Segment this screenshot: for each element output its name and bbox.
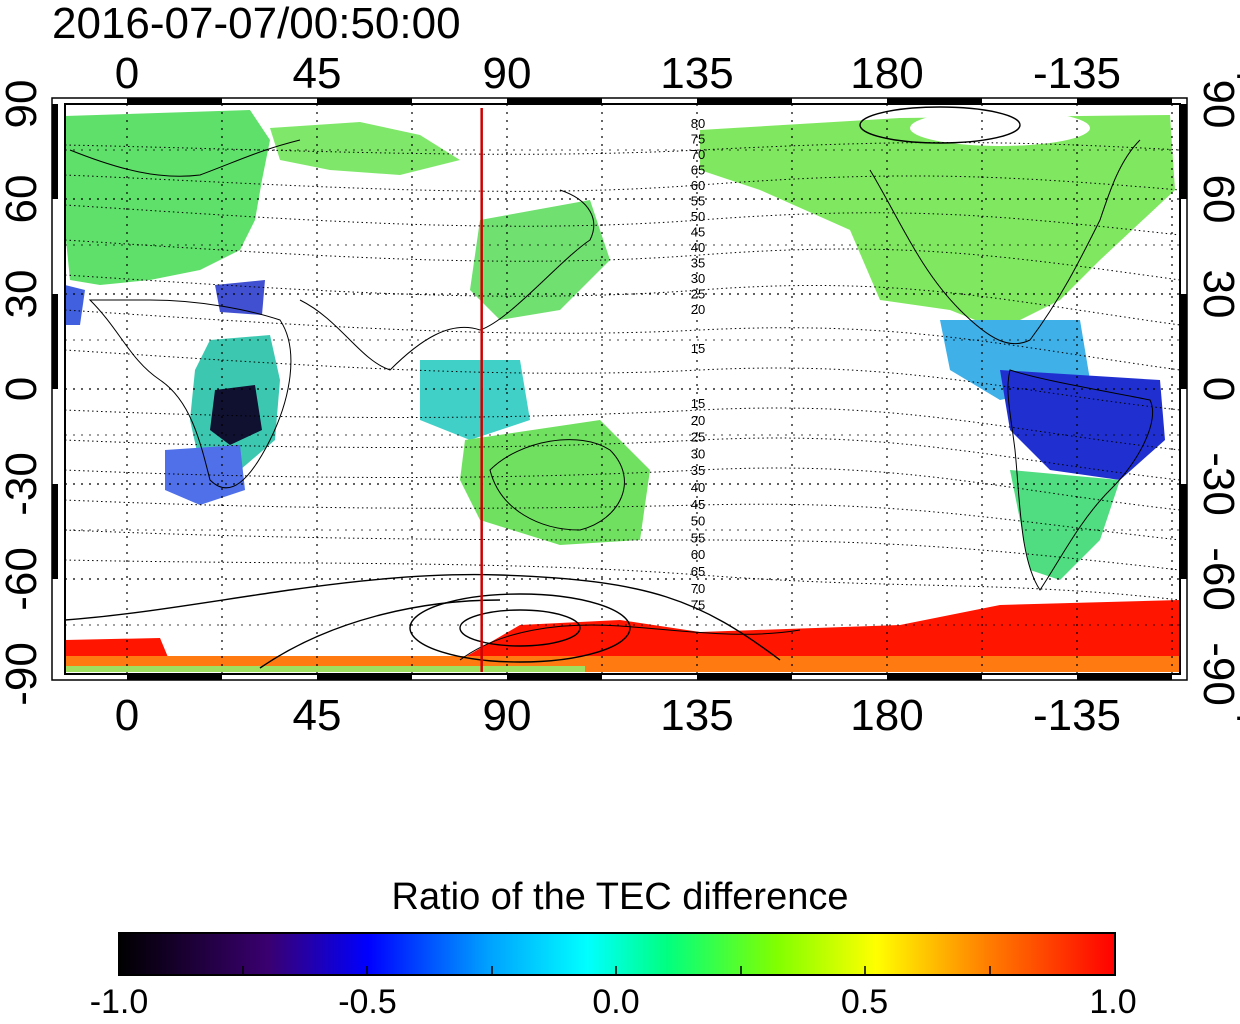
contour-label: 75 — [691, 132, 705, 147]
data-region-se-asia — [420, 360, 530, 440]
map-frame — [64, 103, 1181, 675]
contour-label: 20 — [691, 302, 705, 317]
map-title: 2016-07-07/00:50:00 — [52, 0, 461, 48]
data-region-eurasia-north — [65, 110, 270, 285]
top-lon-label: 90 — [483, 49, 532, 98]
colorbar-title: Ratio of the TEC difference — [391, 876, 849, 918]
contour-label: 70 — [691, 581, 705, 596]
contour-label: 70 — [691, 147, 705, 162]
contour-label: 50 — [691, 514, 705, 529]
data-region-australia — [460, 420, 650, 545]
left-lat-label: 90 — [0, 80, 46, 129]
contour-label: 15 — [691, 396, 705, 411]
right-lat-label: 0 — [1194, 377, 1240, 401]
left-lat-label: 30 — [0, 270, 46, 319]
colorbar-tick-label: 0.0 — [592, 983, 640, 1021]
bottom-lon-label: 0 — [115, 691, 139, 740]
right-lat-label: 30 — [1194, 270, 1240, 319]
data-region-north-america — [700, 115, 1175, 330]
contour-label: 20 — [691, 413, 705, 428]
contour-label: 80 — [691, 116, 705, 131]
contour-label: 40 — [691, 480, 705, 495]
bottom-lon-label: -90 — [1235, 691, 1240, 740]
magnetic-pole-contours — [65, 106, 1021, 669]
left-lat-label: 60 — [0, 175, 46, 224]
contour-label: 45 — [691, 225, 705, 240]
left-lat-label: -60 — [0, 547, 46, 611]
contour-label: 55 — [691, 530, 705, 545]
axis-labels-left: 90 60 30 0 -30 -60 -90 — [0, 80, 46, 706]
contour-label: 30 — [691, 446, 705, 461]
contour-label: 25 — [691, 287, 705, 302]
colorbar-minor-ticks — [242, 966, 991, 975]
top-lon-label: 0 — [115, 49, 139, 98]
data-region-antarctic-red — [460, 600, 1180, 665]
data-region-africa-core — [210, 385, 262, 445]
bottom-lon-label: 45 — [293, 691, 342, 740]
data-region-mideast — [215, 280, 265, 315]
top-lon-label: 45 — [293, 49, 342, 98]
right-lat-label: 90 — [1194, 80, 1240, 129]
data-region-south-america-green — [1010, 470, 1120, 580]
colorbar-tick-label: -1.0 — [89, 983, 149, 1021]
top-lon-label: 180 — [850, 49, 923, 98]
left-lat-label: 0 — [0, 377, 46, 401]
right-lat-label: -30 — [1194, 452, 1240, 516]
coastlines — [69, 139, 1154, 661]
contour-label: 35 — [691, 463, 705, 478]
right-lat-label: -90 — [1194, 642, 1240, 706]
colorbar-tick-label: 0.5 — [840, 983, 889, 1021]
bottom-lon-label: 135 — [660, 691, 733, 740]
contour-label: 65 — [691, 564, 705, 579]
colorbar-tick-label: 1.0 — [1089, 983, 1137, 1021]
contour-label: 60 — [691, 178, 705, 193]
top-lon-label: 135 — [660, 49, 733, 98]
colorbar-gradient — [118, 932, 1116, 976]
left-lat-label: -30 — [0, 452, 46, 516]
contour-label: 15 — [691, 341, 705, 356]
contour-label: 40 — [691, 240, 705, 255]
data-gap-greenland — [910, 110, 1090, 146]
bottom-lon-label: -135 — [1033, 691, 1121, 740]
data-region-iberia — [65, 285, 85, 325]
top-lon-label: -90 — [1235, 49, 1240, 98]
axis-labels-right: 90 60 30 0 -30 -60 -90 — [1194, 80, 1240, 706]
contour-label: 35 — [691, 256, 705, 271]
left-lat-label: -90 — [0, 642, 46, 706]
contour-label: 65 — [691, 163, 705, 178]
contour-label: 30 — [691, 271, 705, 286]
top-lon-label: -135 — [1033, 49, 1121, 98]
contour-label: 75 — [691, 598, 705, 613]
colorbar-tick-label: -0.5 — [338, 983, 397, 1021]
magnetic-contours — [65, 142, 1180, 601]
data-region-siberia — [270, 122, 460, 175]
contour-label: 60 — [691, 547, 705, 562]
colorbar — [118, 932, 1116, 976]
contour-label: 25 — [691, 430, 705, 445]
bottom-lon-label: 180 — [850, 691, 923, 740]
right-lat-label: 60 — [1194, 175, 1240, 224]
data-region-polar-strip-green — [65, 666, 585, 672]
right-lat-label: -60 — [1194, 547, 1240, 611]
tec-data-layer — [65, 110, 1180, 672]
bottom-lon-label: 90 — [483, 691, 532, 740]
contour-label: 45 — [691, 497, 705, 512]
contour-label: 55 — [691, 194, 705, 209]
contour-label: 50 — [691, 209, 705, 224]
data-region-japan-china — [470, 200, 610, 320]
data-region-south-america-blue — [1000, 370, 1165, 480]
